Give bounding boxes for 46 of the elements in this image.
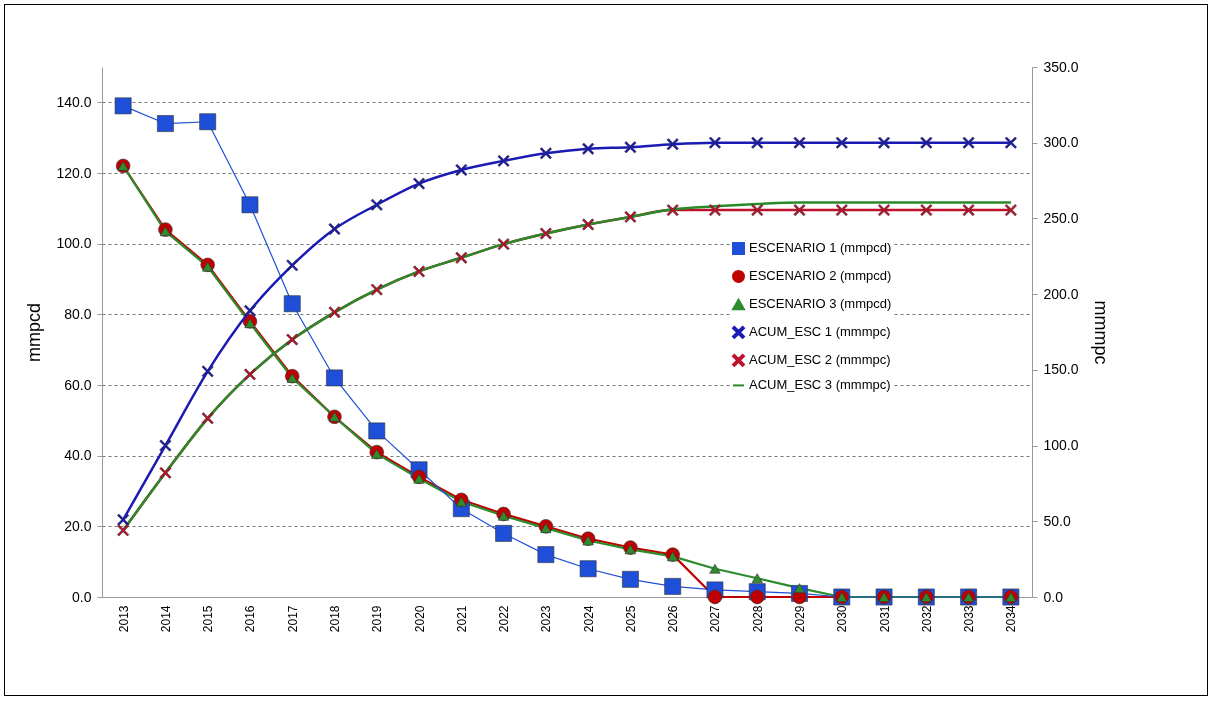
x-tick-label: 2033 xyxy=(962,605,977,633)
legend-label: ESCENARIO 2 (mmpcd) xyxy=(749,268,892,284)
x-tick-label: 2030 xyxy=(835,605,850,633)
y-tick-label: 140.0 xyxy=(56,93,92,110)
x-tick-label: 2022 xyxy=(497,605,512,633)
y2-tick-label: 200.0 xyxy=(1043,285,1079,302)
x-tick-label: 2015 xyxy=(201,605,216,633)
x-tick-label: 2019 xyxy=(370,605,385,633)
x-tick-label: 2031 xyxy=(877,605,892,633)
x-tick-label: 2023 xyxy=(539,605,554,633)
x-tick-label: 2014 xyxy=(158,605,173,633)
x-tick-label: 2013 xyxy=(116,605,131,633)
x-tick-label: 2020 xyxy=(412,605,427,633)
y-tick-label: 40.0 xyxy=(64,447,92,464)
y2-tick-label: 0.0 xyxy=(1043,588,1064,605)
x-tick-label: 2029 xyxy=(793,605,807,633)
legend-label: ACUM_ESC 3 (mmmpc) xyxy=(749,377,891,393)
x-tick-label: 2027 xyxy=(708,605,723,633)
x-tick-label: 2026 xyxy=(666,605,681,633)
y2-tick-label: 250.0 xyxy=(1043,209,1079,226)
legend-label: ESCENARIO 3 (mmpcd) xyxy=(749,296,892,312)
x-tick-label: 2016 xyxy=(243,605,258,633)
legend-label: ACUM_ESC 2 (mmmpc) xyxy=(749,352,891,368)
y-tick-label: 60.0 xyxy=(64,376,92,393)
x-tick-label: 2034 xyxy=(1004,605,1019,633)
legend-label: ESCENARIO 1 (mmpcd) xyxy=(749,240,892,256)
y2-tick-label: 300.0 xyxy=(1043,134,1079,151)
y-tick-label: 0.0 xyxy=(72,588,92,605)
y2-tick-label: 50.0 xyxy=(1043,512,1071,529)
x-tick-label: 2017 xyxy=(285,605,300,633)
x-tick-label: 2021 xyxy=(454,605,469,633)
x-tick-label: 2018 xyxy=(328,605,342,633)
y-tick-label: 80.0 xyxy=(64,305,92,322)
y2-tick-label: 100.0 xyxy=(1043,437,1079,454)
y2-axis-title: mmmpc xyxy=(1090,300,1111,365)
x-tick-label: 2032 xyxy=(919,605,934,633)
y-tick-label: 100.0 xyxy=(56,235,92,252)
y2-tick-label: 350.0 xyxy=(1043,58,1079,75)
y-axis-title: mmpcd xyxy=(24,302,45,363)
x-tick-label: 2025 xyxy=(623,605,638,633)
x-tick-label: 2028 xyxy=(750,605,765,633)
x-tick-label: 2024 xyxy=(581,605,596,633)
y2-tick-label: 150.0 xyxy=(1043,361,1079,378)
legend-label: ACUM_ESC 1 (mmmpc) xyxy=(749,324,891,340)
y-tick-label: 20.0 xyxy=(64,517,92,534)
y-tick-label: 120.0 xyxy=(56,164,92,181)
